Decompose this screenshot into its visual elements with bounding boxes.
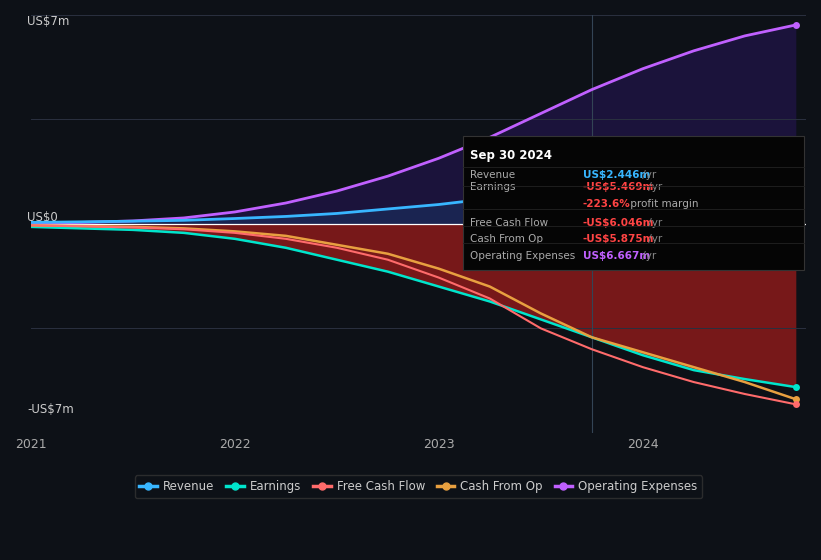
Text: -US$5.469m: -US$5.469m (583, 182, 654, 192)
Text: Revenue: Revenue (470, 170, 516, 180)
Text: Cash From Op: Cash From Op (470, 234, 544, 244)
Point (789, 382, 802, 391)
Point (789, 146, 802, 155)
Text: profit margin: profit margin (627, 199, 699, 209)
Text: Free Cash Flow: Free Cash Flow (470, 218, 548, 227)
Text: -223.6%: -223.6% (583, 199, 631, 209)
Text: Operating Expenses: Operating Expenses (470, 251, 576, 261)
Point (789, 400, 802, 409)
Text: /yr: /yr (644, 182, 662, 192)
Text: Sep 30 2024: Sep 30 2024 (470, 149, 553, 162)
Text: /yr: /yr (639, 170, 656, 180)
Legend: Revenue, Earnings, Free Cash Flow, Cash From Op, Operating Expenses: Revenue, Earnings, Free Cash Flow, Cash … (135, 475, 702, 498)
Text: US$6.667m: US$6.667m (583, 251, 650, 261)
Text: US$0: US$0 (27, 211, 57, 224)
Text: /yr: /yr (644, 218, 662, 227)
Point (789, 395, 802, 404)
Text: /yr: /yr (639, 251, 656, 261)
Text: US$7m: US$7m (27, 15, 69, 28)
Text: US$2.446m: US$2.446m (583, 170, 650, 180)
Point (789, 21, 802, 30)
Text: -US$5.875m: -US$5.875m (583, 234, 654, 244)
Text: -US$7m: -US$7m (27, 403, 74, 416)
Text: /yr: /yr (644, 234, 662, 244)
Text: Earnings: Earnings (470, 182, 516, 192)
FancyBboxPatch shape (462, 136, 804, 270)
Text: -US$6.046m: -US$6.046m (583, 218, 654, 227)
